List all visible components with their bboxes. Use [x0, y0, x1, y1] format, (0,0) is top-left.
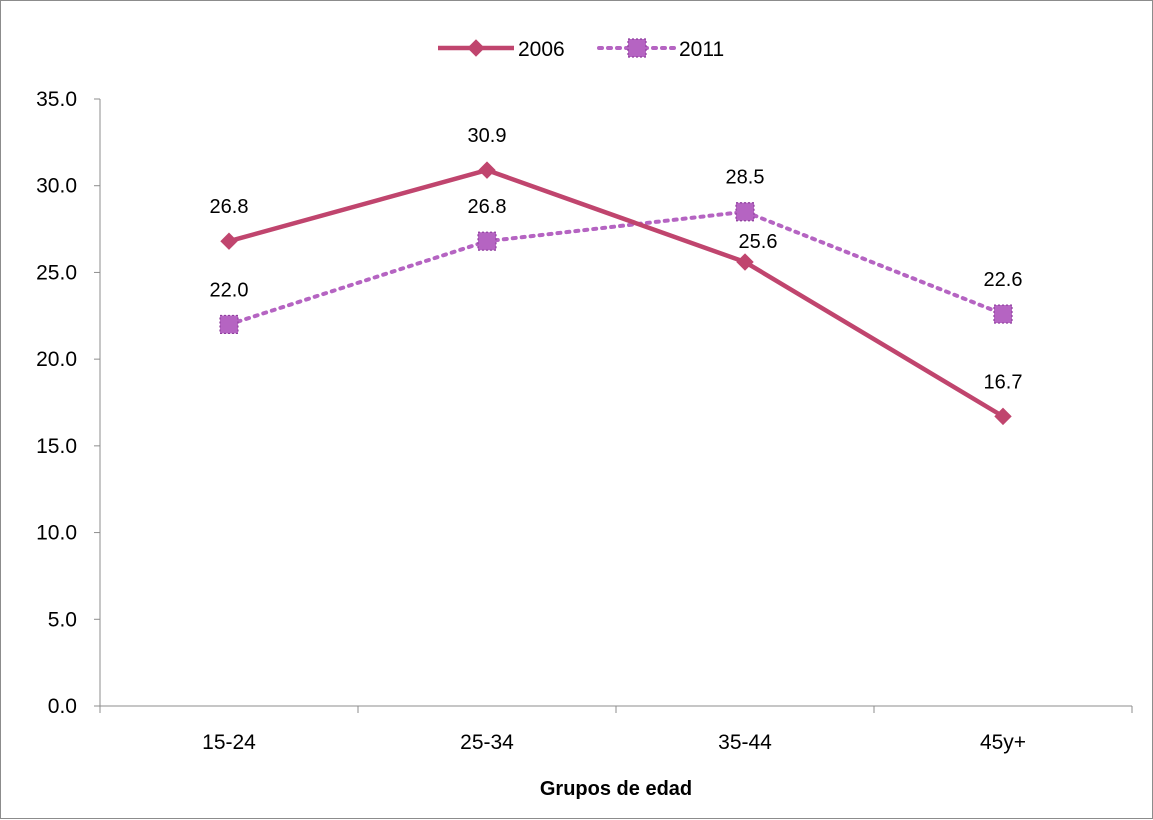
x-tick-label: 15-24 [202, 731, 256, 754]
series-2006-marker [467, 39, 485, 57]
series-2011-marker [993, 304, 1013, 324]
series-2011-marker [735, 202, 755, 222]
data-label-2011: 22.6 [984, 269, 1023, 291]
y-tick-label: 15.0 [36, 435, 77, 458]
data-label-2011: 26.8 [468, 196, 507, 218]
data-label-2006: 26.8 [210, 196, 249, 218]
y-tick-label: 25.0 [36, 261, 77, 284]
y-tick-label: 0.0 [48, 695, 77, 718]
x-tick-label: 35-44 [718, 731, 772, 754]
series-layer [219, 161, 1013, 426]
data-label-2006: 25.6 [739, 231, 778, 253]
series-2006-marker [220, 232, 238, 250]
y-tick-label: 10.0 [36, 522, 77, 545]
legend-item-2006: 2006 [438, 38, 565, 61]
legend-label-2006: 2006 [518, 38, 565, 61]
legend: 2006 2011 [438, 38, 724, 61]
data-labels: 26.8 30.9 25.6 16.7 22.0 26.8 28.5 22.6 [210, 125, 1023, 393]
x-axis-title: Grupos de edad [540, 778, 692, 800]
series-2011-marker [627, 38, 647, 58]
series-2006-marker [478, 161, 496, 179]
x-tick-label: 25-34 [460, 731, 514, 754]
x-tick-label: 45y+ [980, 731, 1026, 754]
series-2011-line [227, 209, 1005, 327]
data-label-2006: 30.9 [468, 125, 507, 147]
series-2006-line [228, 167, 1005, 419]
series-2011-marker [219, 314, 239, 335]
axes: 0.0 5.0 10.0 15.0 20.0 25.0 30.0 35.0 15-24 25-34… [36, 88, 1133, 754]
series-2006-marker [994, 407, 1012, 426]
y-tick-label: 5.0 [48, 608, 77, 631]
series-2006-marker [736, 253, 754, 271]
legend-label-2011: 2011 [679, 38, 724, 61]
y-tick-label: 35.0 [36, 88, 77, 111]
series-2011-marker [477, 231, 497, 251]
legend-item-2011: 2011 [597, 38, 724, 61]
y-tick-label: 30.0 [36, 175, 77, 198]
y-tick-label: 20.0 [36, 348, 77, 371]
data-label-2006: 16.7 [984, 371, 1023, 393]
series-2011 [219, 202, 1013, 335]
series-2006 [220, 161, 1012, 426]
data-label-2011: 28.5 [726, 167, 765, 189]
data-label-2011: 22.0 [210, 279, 249, 301]
